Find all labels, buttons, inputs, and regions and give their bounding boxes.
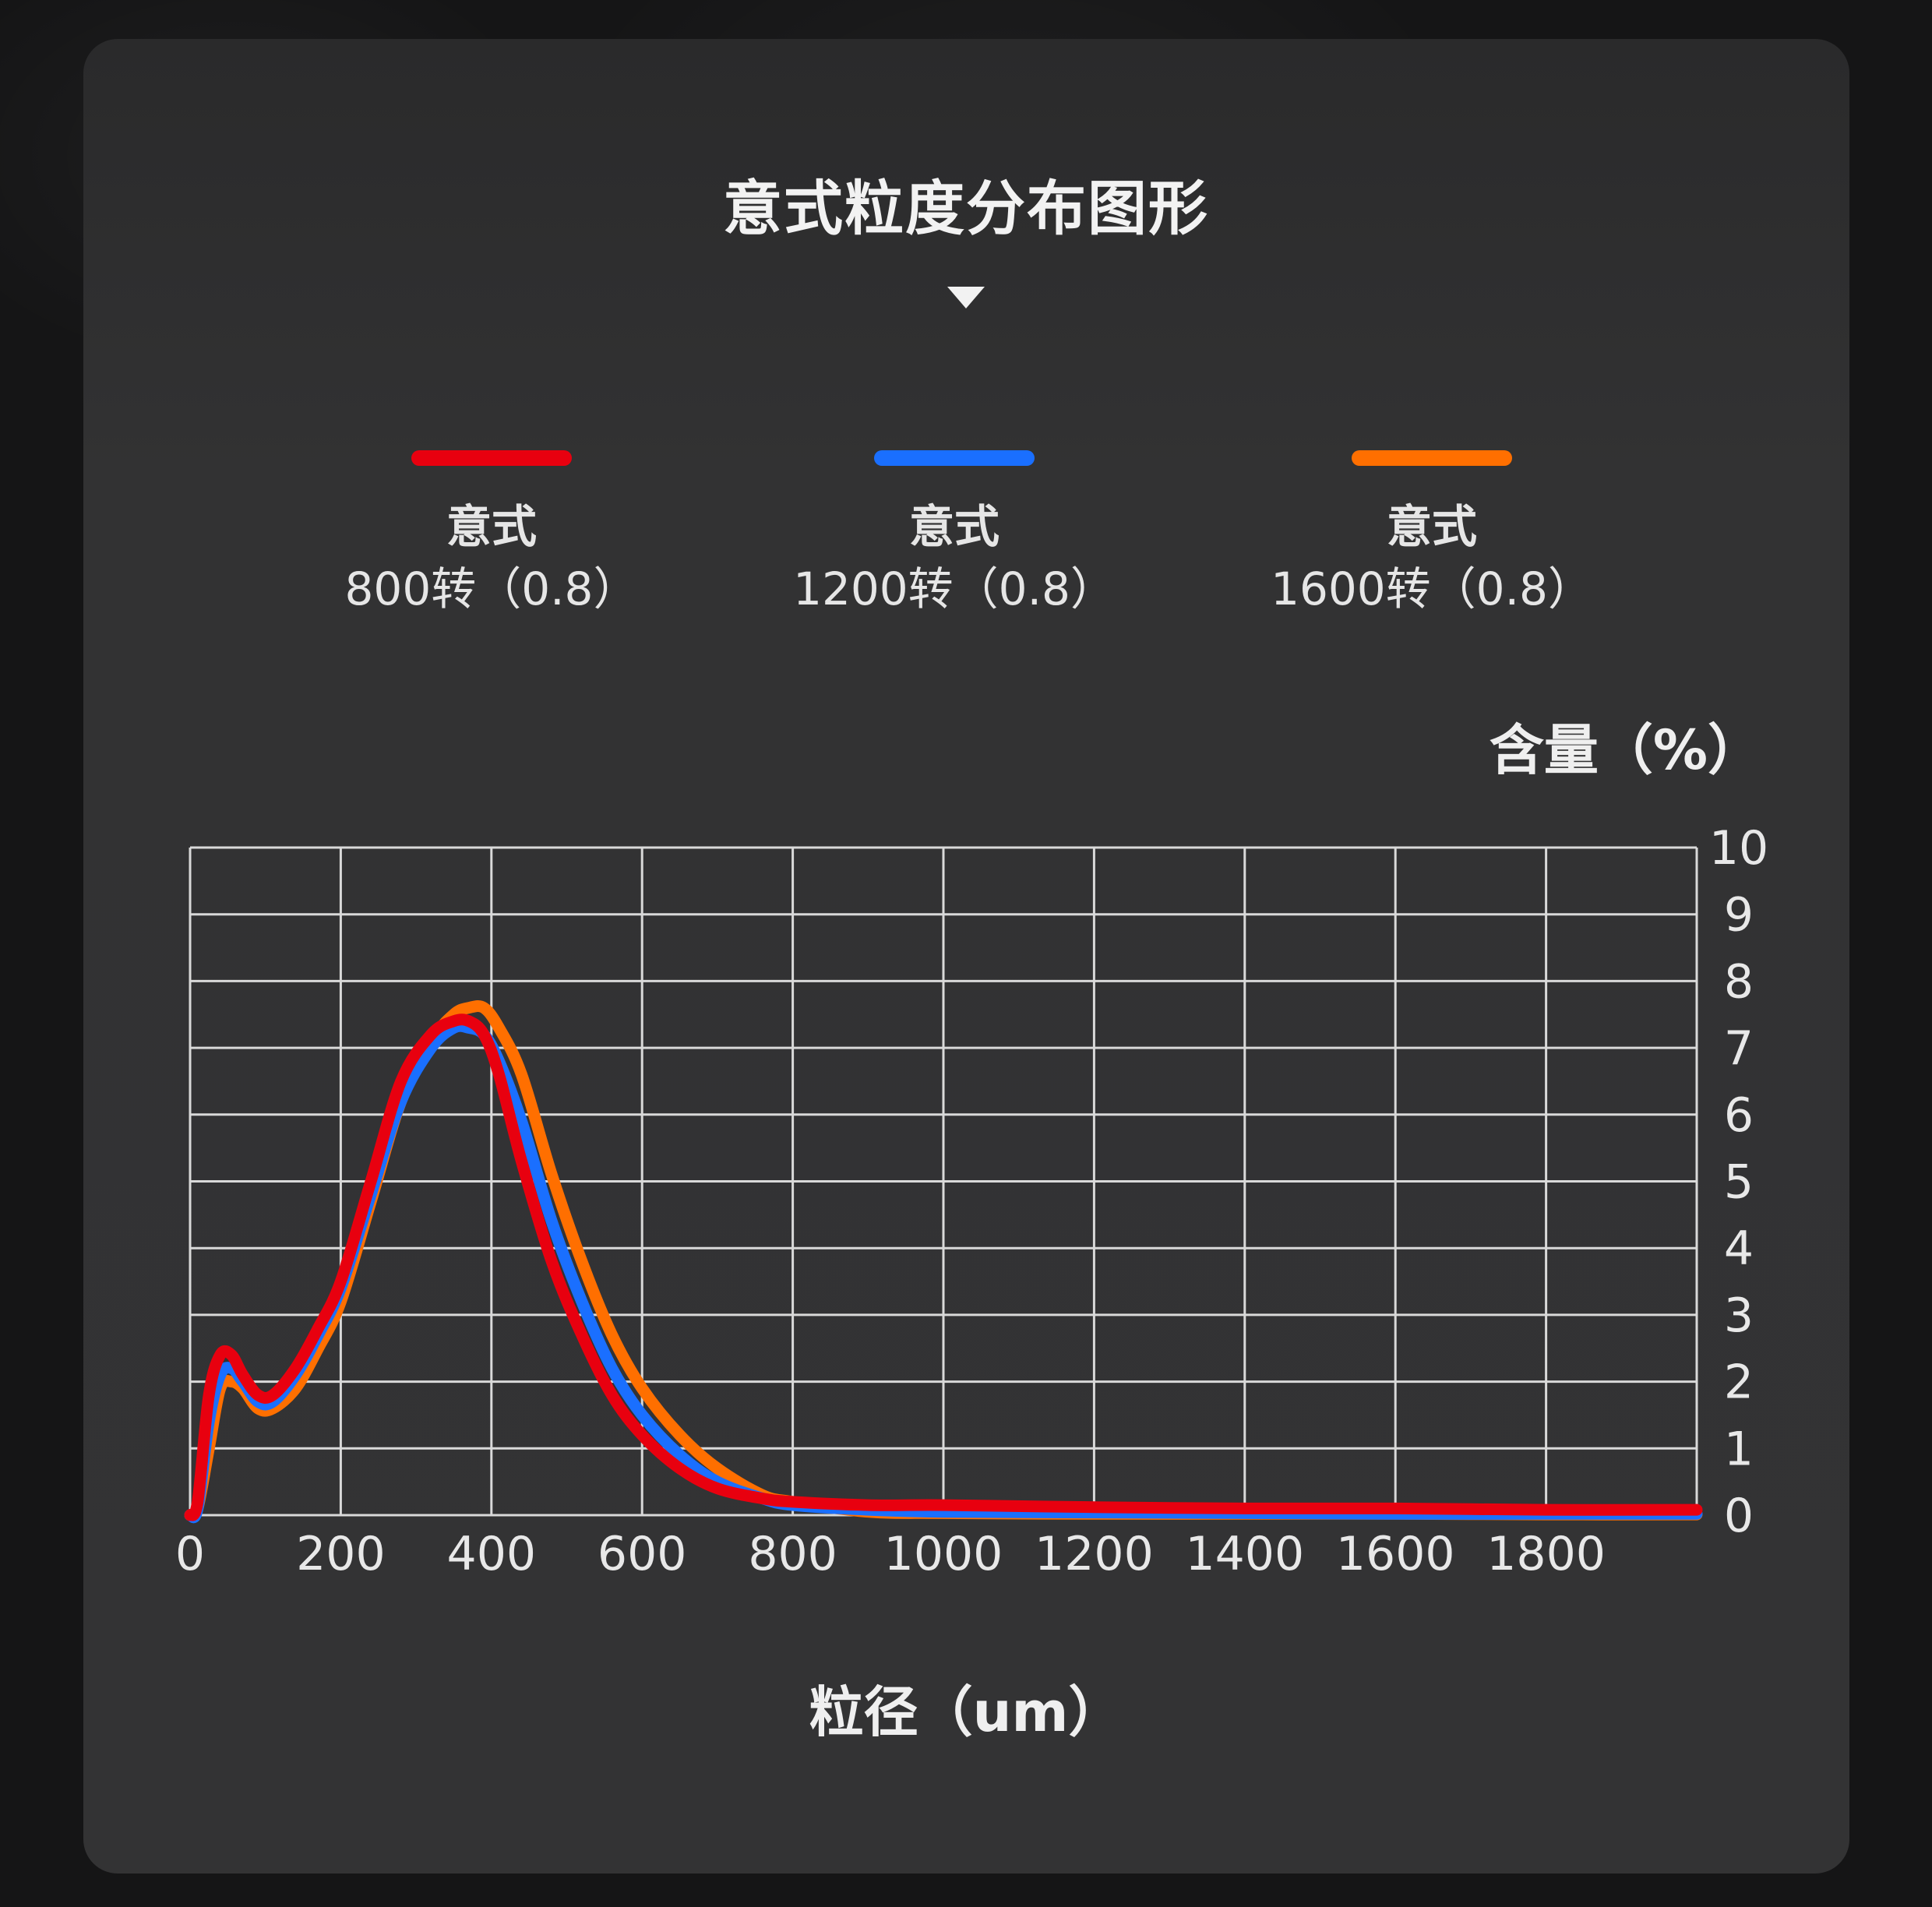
y-tick-label: 3 bbox=[1724, 1288, 1754, 1343]
y-tick-label: 6 bbox=[1724, 1088, 1754, 1143]
y-tick-label: 9 bbox=[1724, 888, 1754, 943]
legend-swatch bbox=[1352, 450, 1512, 466]
y-axis-label: 含量（%） bbox=[1490, 718, 1762, 782]
legend-item-800: 意式 800转（0.8） bbox=[297, 450, 686, 620]
y-tick-label: 8 bbox=[1724, 954, 1754, 1009]
y-tick-label: 4 bbox=[1724, 1221, 1754, 1276]
legend-swatch bbox=[411, 450, 572, 466]
legend-item-1200: 意式 1200转（0.8） bbox=[760, 450, 1149, 620]
x-axis-ticks: 0 200 400 600 800 1000 1200 1400 1600 1800 bbox=[175, 1527, 1606, 1581]
y-tick-label: 7 bbox=[1724, 1021, 1754, 1076]
x-tick-label: 0 bbox=[175, 1527, 205, 1581]
legend-item-1600: 意式 1600转（0.8） bbox=[1237, 450, 1627, 620]
x-axis-label: 粒径（um） bbox=[809, 1680, 1123, 1744]
y-tick-label: 1 bbox=[1724, 1422, 1754, 1476]
y-tick-label: 10 bbox=[1709, 821, 1768, 876]
x-tick-label: 800 bbox=[748, 1527, 837, 1581]
x-tick-label: 1600 bbox=[1336, 1527, 1455, 1581]
x-tick-label: 400 bbox=[447, 1527, 537, 1581]
legend-label-line1: 意式 bbox=[908, 500, 999, 553]
legend-label-line1: 意式 bbox=[446, 500, 537, 553]
legend-label-line2: 1200转（0.8） bbox=[793, 562, 1116, 615]
down-triangle-icon bbox=[947, 287, 985, 308]
y-tick-label: 2 bbox=[1724, 1355, 1754, 1410]
x-tick-label: 1800 bbox=[1486, 1527, 1606, 1581]
x-tick-label: 600 bbox=[598, 1527, 687, 1581]
legend-label-line1: 意式 bbox=[1386, 500, 1477, 553]
x-tick-label: 200 bbox=[296, 1527, 386, 1581]
y-tick-label: 0 bbox=[1724, 1489, 1754, 1543]
chart-series bbox=[184, 999, 1703, 1524]
y-axis-ticks: 0 1 2 3 4 5 6 7 8 9 10 bbox=[1709, 821, 1768, 1543]
y-tick-label: 5 bbox=[1724, 1155, 1754, 1210]
x-tick-label: 1400 bbox=[1185, 1527, 1304, 1581]
x-tick-label: 1200 bbox=[1035, 1527, 1154, 1581]
x-tick-label: 1000 bbox=[884, 1527, 1003, 1581]
chart-title: 意式粒度分布图形 bbox=[723, 174, 1209, 243]
legend-label-line2: 800转（0.8） bbox=[344, 562, 639, 615]
legend-label-line2: 1600转（0.8） bbox=[1271, 562, 1593, 615]
legend-swatch bbox=[874, 450, 1035, 466]
chart-card bbox=[83, 39, 1849, 1874]
series-line bbox=[184, 1013, 1703, 1521]
chart-grid bbox=[189, 846, 1698, 1517]
